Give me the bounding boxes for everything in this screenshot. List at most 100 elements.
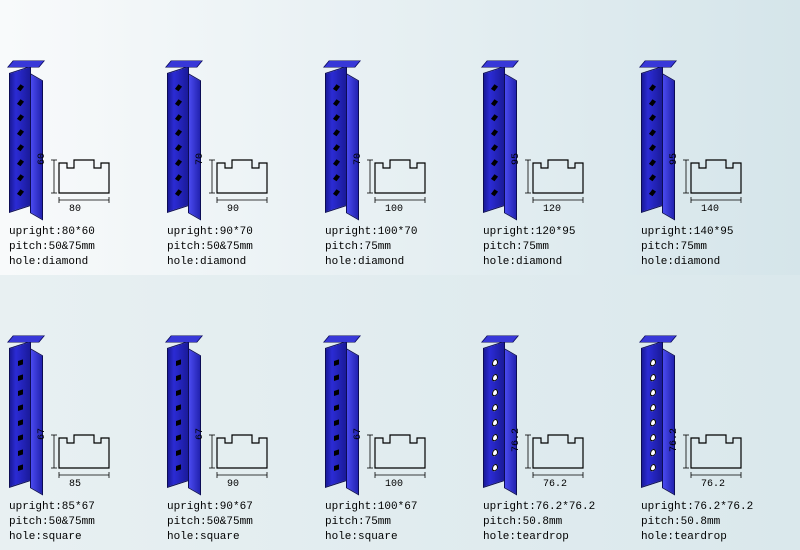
dim-width: 90 (227, 479, 239, 490)
upright-3d (325, 338, 359, 488)
upright-graphic: 70 100 (325, 10, 475, 221)
spec-pitch: pitch:50&75mm (9, 240, 159, 255)
dim-width: 90 (227, 204, 239, 215)
dim-width: 100 (385, 479, 403, 490)
catalog-grid: 60 80 upright:80*60 pitch:50&75mm hole:d… (0, 0, 800, 550)
spec-block: upright:120*95 pitch:75mm hole:diamond (483, 221, 633, 270)
spec-upright: upright:76.2*76.2 (641, 500, 791, 515)
upright-cell: 67 90 upright:90*67 pitch:50&75mm hole:s… (163, 285, 321, 545)
upright-graphic: 67 100 (325, 285, 475, 496)
spec-pitch: pitch:75mm (325, 240, 475, 255)
spec-hole: hole:teardrop (641, 530, 791, 545)
spec-block: upright:76.2*76.2 pitch:50.8mm hole:tear… (641, 496, 791, 545)
dim-height: 70 (353, 153, 364, 165)
spec-pitch: pitch:75mm (483, 240, 633, 255)
spec-hole: hole:diamond (9, 255, 159, 270)
dim-width: 140 (701, 204, 719, 215)
dim-height: 60 (37, 153, 48, 165)
spec-block: upright:100*70 pitch:75mm hole:diamond (325, 221, 475, 270)
spec-upright: upright:140*95 (641, 225, 791, 240)
dim-width: 76.2 (543, 479, 567, 490)
spec-pitch: pitch:50.8mm (483, 515, 633, 530)
profile-section: 67 90 (207, 418, 277, 488)
dim-height: 67 (195, 428, 206, 440)
dim-height: 76.2 (669, 428, 680, 452)
upright-cell: 70 100 upright:100*70 pitch:75mm hole:di… (321, 10, 479, 270)
dim-width: 76.2 (701, 479, 725, 490)
upright-graphic: 95 120 (483, 10, 633, 221)
spec-pitch: pitch:50.8mm (641, 515, 791, 530)
dim-width: 80 (69, 204, 81, 215)
dim-width: 120 (543, 204, 561, 215)
spec-hole: hole:square (325, 530, 475, 545)
dim-width: 100 (385, 204, 403, 215)
profile-section: 70 90 (207, 143, 277, 213)
upright-graphic: 95 140 (641, 10, 791, 221)
upright-3d (483, 338, 517, 488)
upright-cell: 60 80 upright:80*60 pitch:50&75mm hole:d… (5, 10, 163, 270)
spec-upright: upright:100*67 (325, 500, 475, 515)
spec-pitch: pitch:50&75mm (9, 515, 159, 530)
spec-hole: hole:square (9, 530, 159, 545)
profile-section: 60 80 (49, 143, 119, 213)
upright-graphic: 76.2 76.2 (641, 285, 791, 496)
catalog-row: 60 80 upright:80*60 pitch:50&75mm hole:d… (0, 0, 800, 275)
upright-graphic: 67 90 (167, 285, 317, 496)
catalog-row: 67 85 upright:85*67 pitch:50&75mm hole:s… (0, 275, 800, 550)
upright-cell: 67 85 upright:85*67 pitch:50&75mm hole:s… (5, 285, 163, 545)
spec-pitch: pitch:75mm (641, 240, 791, 255)
upright-3d (325, 63, 359, 213)
profile-section: 76.2 76.2 (523, 418, 593, 488)
upright-graphic: 70 90 (167, 10, 317, 221)
spec-block: upright:76.2*76.2 pitch:50.8mm hole:tear… (483, 496, 633, 545)
spec-hole: hole:diamond (325, 255, 475, 270)
profile-section: 67 85 (49, 418, 119, 488)
dim-height: 95 (511, 153, 522, 165)
spec-hole: hole:square (167, 530, 317, 545)
spec-pitch: pitch:75mm (325, 515, 475, 530)
spec-upright: upright:76.2*76.2 (483, 500, 633, 515)
upright-cell: 76.2 76.2 upright:76.2*76.2 pitch:50.8mm… (479, 285, 637, 545)
spec-pitch: pitch:50&75mm (167, 515, 317, 530)
spec-block: upright:140*95 pitch:75mm hole:diamond (641, 221, 791, 270)
upright-3d (167, 338, 201, 488)
dim-height: 76.2 (511, 428, 522, 452)
spec-upright: upright:120*95 (483, 225, 633, 240)
spec-hole: hole:diamond (641, 255, 791, 270)
upright-3d (641, 63, 675, 213)
profile-section: 95 120 (523, 143, 593, 213)
profile-section: 95 140 (681, 143, 751, 213)
upright-graphic: 60 80 (9, 10, 159, 221)
spec-upright: upright:100*70 (325, 225, 475, 240)
upright-cell: 95 120 upright:120*95 pitch:75mm hole:di… (479, 10, 637, 270)
dim-height: 67 (353, 428, 364, 440)
spec-block: upright:90*70 pitch:50&75mm hole:diamond (167, 221, 317, 270)
spec-hole: hole:diamond (483, 255, 633, 270)
upright-3d (641, 338, 675, 488)
spec-block: upright:80*60 pitch:50&75mm hole:diamond (9, 221, 159, 270)
profile-section: 67 100 (365, 418, 435, 488)
spec-pitch: pitch:50&75mm (167, 240, 317, 255)
spec-upright: upright:90*67 (167, 500, 317, 515)
spec-upright: upright:80*60 (9, 225, 159, 240)
spec-block: upright:90*67 pitch:50&75mm hole:square (167, 496, 317, 545)
upright-cell: 67 100 upright:100*67 pitch:75mm hole:sq… (321, 285, 479, 545)
spec-block: upright:85*67 pitch:50&75mm hole:square (9, 496, 159, 545)
spec-upright: upright:85*67 (9, 500, 159, 515)
profile-section: 76.2 76.2 (681, 418, 751, 488)
upright-cell: 76.2 76.2 upright:76.2*76.2 pitch:50.8mm… (637, 285, 795, 545)
profile-section: 70 100 (365, 143, 435, 213)
upright-3d (167, 63, 201, 213)
upright-graphic: 67 85 (9, 285, 159, 496)
spec-block: upright:100*67 pitch:75mm hole:square (325, 496, 475, 545)
upright-3d (483, 63, 517, 213)
dim-height: 67 (37, 428, 48, 440)
dim-width: 85 (69, 479, 81, 490)
spec-upright: upright:90*70 (167, 225, 317, 240)
upright-3d (9, 63, 43, 213)
upright-3d (9, 338, 43, 488)
upright-cell: 70 90 upright:90*70 pitch:50&75mm hole:d… (163, 10, 321, 270)
spec-hole: hole:teardrop (483, 530, 633, 545)
upright-graphic: 76.2 76.2 (483, 285, 633, 496)
upright-cell: 95 140 upright:140*95 pitch:75mm hole:di… (637, 10, 795, 270)
